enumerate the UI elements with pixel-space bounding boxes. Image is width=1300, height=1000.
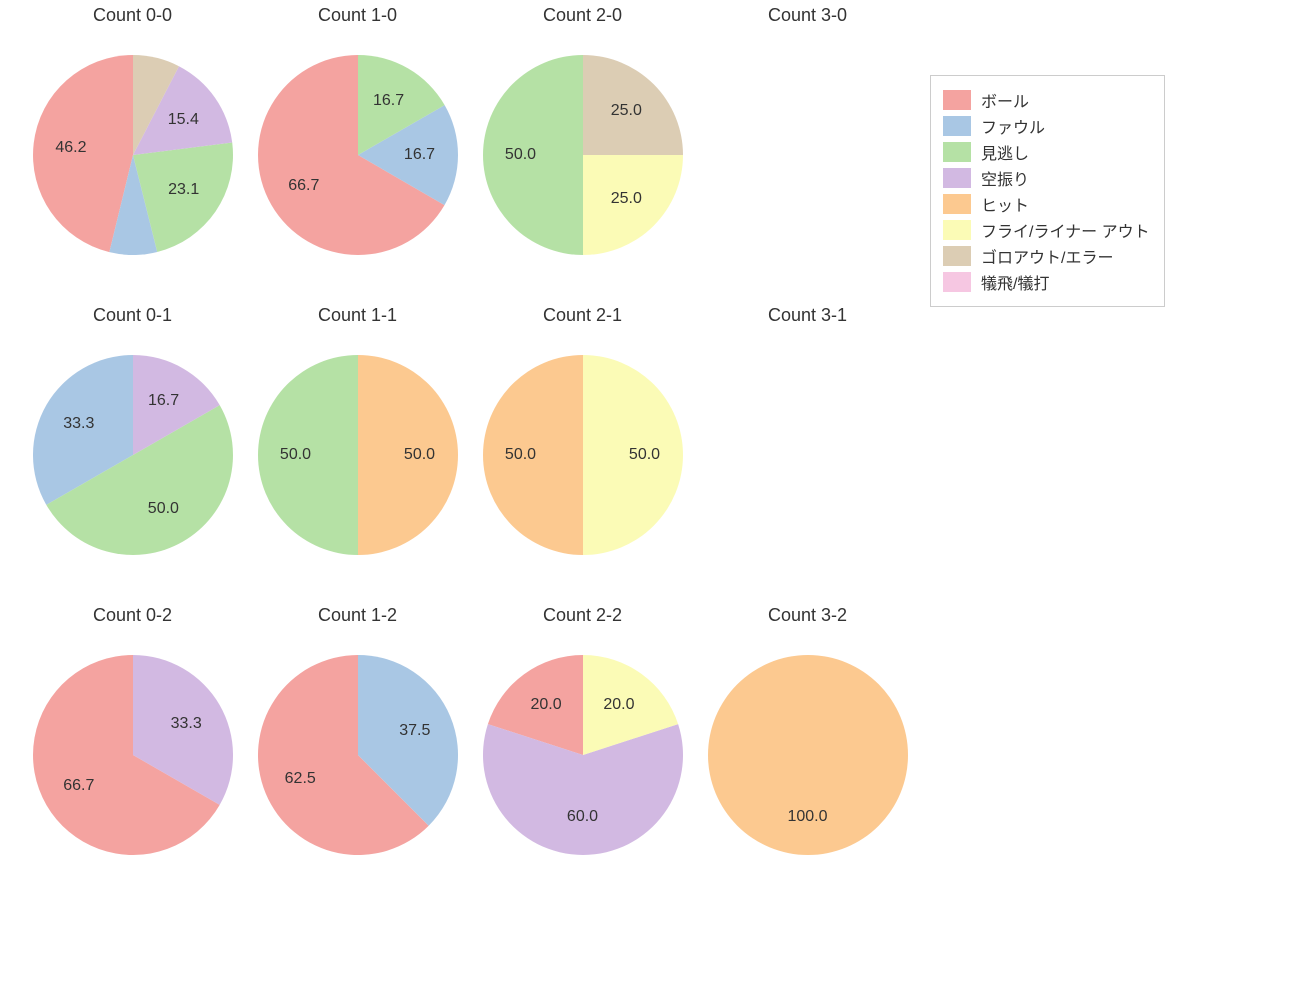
pie-slice-goout bbox=[583, 55, 683, 155]
chart-cell: Count 3-0 bbox=[695, 5, 920, 305]
legend-swatch bbox=[943, 90, 971, 110]
legend-label: 犠飛/犠打 bbox=[981, 270, 1049, 294]
legend-item: 犠飛/犠打 bbox=[943, 270, 1150, 294]
chart-grid: Count 0-0 46.223.115.4 Count 1-0 66.716.716… bbox=[0, 0, 1300, 1000]
pie-chart: 50.050.0 bbox=[258, 355, 458, 555]
legend-swatch bbox=[943, 194, 971, 214]
pie-slice-looking bbox=[483, 55, 583, 255]
pie-chart: 66.716.716.7 bbox=[258, 55, 458, 255]
chart-cell: Count 0-2 66.733.3 bbox=[20, 605, 245, 905]
legend-swatch bbox=[943, 142, 971, 162]
legend-label: ファウル bbox=[981, 114, 1045, 138]
legend-swatch bbox=[943, 116, 971, 136]
pie-chart: 50.025.025.0 bbox=[483, 55, 683, 255]
chart-cell: Count 2-0 50.025.025.0 bbox=[470, 5, 695, 305]
pie-chart: 66.733.3 bbox=[33, 655, 233, 855]
pie-slice-hit bbox=[483, 355, 583, 555]
legend-swatch bbox=[943, 272, 971, 292]
legend-item: フライ/ライナー アウト bbox=[943, 218, 1150, 242]
legend-label: 空振り bbox=[981, 166, 1029, 190]
legend-swatch bbox=[943, 246, 971, 266]
chart-cell: Count 3-1 bbox=[695, 305, 920, 605]
legend-swatch bbox=[943, 220, 971, 240]
legend-label: ボール bbox=[981, 88, 1029, 112]
chart-title: Count 3-0 bbox=[695, 5, 920, 26]
pie-slice-hit bbox=[358, 355, 458, 555]
legend-item: 見逃し bbox=[943, 140, 1150, 164]
legend-item: ヒット bbox=[943, 192, 1150, 216]
chart-cell: Count 1-2 62.537.5 bbox=[245, 605, 470, 905]
chart-cell: Count 1-1 50.050.0 bbox=[245, 305, 470, 605]
legend-label: 見逃し bbox=[981, 140, 1029, 164]
pie-chart: 46.223.115.4 bbox=[33, 55, 233, 255]
legend: ボールファウル見逃し空振りヒットフライ/ライナー アウトゴロアウト/エラー犠飛/… bbox=[930, 75, 1165, 307]
pie-chart: 20.060.020.0 bbox=[483, 655, 683, 855]
chart-title: Count 1-2 bbox=[245, 605, 470, 626]
pie-slice-looking bbox=[258, 355, 358, 555]
chart-cell: Count 2-2 20.060.020.0 bbox=[470, 605, 695, 905]
legend-item: ボール bbox=[943, 88, 1150, 112]
chart-title: Count 1-0 bbox=[245, 5, 470, 26]
pie-slice-flyout bbox=[583, 155, 683, 255]
legend-item: 空振り bbox=[943, 166, 1150, 190]
chart-title: Count 0-2 bbox=[20, 605, 245, 626]
chart-cell: Count 2-1 50.050.0 bbox=[470, 305, 695, 605]
chart-cell: Count 3-2 100.0 bbox=[695, 605, 920, 905]
legend-label: フライ/ライナー アウト bbox=[981, 218, 1150, 242]
pie-chart: 100.0 bbox=[708, 655, 908, 855]
chart-cell: Count 1-0 66.716.716.7 bbox=[245, 5, 470, 305]
chart-title: Count 2-2 bbox=[470, 605, 695, 626]
chart-title: Count 2-0 bbox=[470, 5, 695, 26]
chart-title: Count 1-1 bbox=[245, 305, 470, 326]
chart-title: Count 0-0 bbox=[20, 5, 245, 26]
chart-cell: Count 0-1 33.350.016.7 bbox=[20, 305, 245, 605]
chart-title: Count 0-1 bbox=[20, 305, 245, 326]
legend-label: ヒット bbox=[981, 192, 1029, 216]
pie-chart: 33.350.016.7 bbox=[33, 355, 233, 555]
chart-title: Count 3-2 bbox=[695, 605, 920, 626]
chart-title: Count 3-1 bbox=[695, 305, 920, 326]
legend-item: ファウル bbox=[943, 114, 1150, 138]
pie-slice-flyout bbox=[583, 355, 683, 555]
legend-label: ゴロアウト/エラー bbox=[981, 244, 1113, 268]
chart-title: Count 2-1 bbox=[470, 305, 695, 326]
pie-slice-hit bbox=[708, 655, 908, 855]
chart-cell: Count 0-0 46.223.115.4 bbox=[20, 5, 245, 305]
pie-chart: 62.537.5 bbox=[258, 655, 458, 855]
pie-chart: 50.050.0 bbox=[483, 355, 683, 555]
legend-item: ゴロアウト/エラー bbox=[943, 244, 1150, 268]
legend-swatch bbox=[943, 168, 971, 188]
